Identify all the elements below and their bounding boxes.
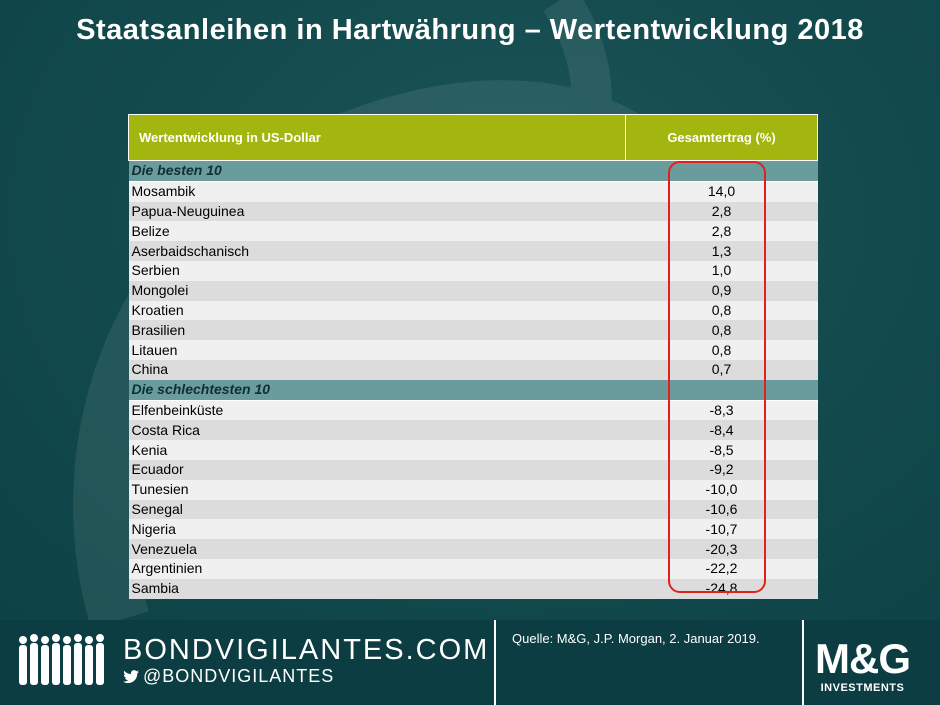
country-cell: Mongolei [128, 280, 626, 301]
return-value-cell: 1,3 [625, 241, 818, 261]
table-row: Nigeria -10,7 [128, 519, 818, 540]
return-value-cell: -10,7 [625, 519, 818, 540]
mg-investments-logo: M&G INVESTMENTS [815, 635, 911, 695]
return-value-cell: 1,0 [625, 260, 818, 281]
section-value-cell [625, 160, 818, 182]
table-row: Kenia -8,5 [128, 440, 818, 460]
country-cell: Senegal [128, 499, 626, 520]
country-cell: Sambia [128, 578, 626, 599]
table-header-row: Wertentwicklung in US-Dollar Gesamtertra… [128, 114, 818, 161]
section-row: Die besten 10 [128, 160, 818, 182]
brand-handle: @BONDVIGILANTES [123, 666, 334, 687]
section-value-cell [625, 379, 818, 401]
table-row: China 0,7 [128, 359, 818, 380]
brand-url: BONDVIGILANTES.COM [123, 634, 490, 666]
table-row: Belize 2,8 [128, 221, 818, 242]
return-value-cell: -22,2 [625, 558, 818, 579]
section-row: Die schlechtesten 10 [128, 379, 818, 401]
return-value-cell: -8,5 [625, 440, 818, 460]
country-cell: Brasilien [128, 320, 626, 341]
table-row: Costa Rica -8,4 [128, 420, 818, 441]
return-value-cell: -9,2 [625, 459, 818, 480]
table-row: Litauen 0,8 [128, 340, 818, 360]
return-value-cell: 0,8 [625, 320, 818, 341]
country-cell: Elfenbeinküste [128, 400, 626, 421]
return-value-cell: 0,8 [625, 300, 818, 321]
header-country: Wertentwicklung in US-Dollar [128, 114, 626, 161]
return-value-cell: -10,0 [625, 479, 818, 500]
table-row: Serbien 1,0 [128, 260, 818, 281]
slide-title: Staatsanleihen in Hartwährung – Wertentw… [76, 14, 864, 46]
country-cell: Mosambik [128, 181, 626, 202]
header-total-return: Gesamtertrag (%) [625, 114, 818, 161]
country-cell: Aserbaidschanisch [128, 241, 626, 261]
country-cell: Serbien [128, 260, 626, 281]
return-value-cell: -20,3 [625, 539, 818, 559]
logo-subtext: INVESTMENTS [820, 682, 905, 694]
table-row: Mosambik 14,0 [128, 181, 818, 202]
return-value-cell: -24,8 [625, 578, 818, 599]
table-row: Mongolei 0,9 [128, 280, 818, 301]
return-value-cell: 2,8 [625, 221, 818, 242]
table-row: Elfenbeinküste -8,3 [128, 400, 818, 421]
return-value-cell: 2,8 [625, 201, 818, 222]
country-cell: Papua-Neuguinea [128, 201, 626, 222]
table-row: Ecuador -9,2 [128, 459, 818, 480]
return-value-cell: 14,0 [625, 181, 818, 202]
source-note: Quelle: M&G, J.P. Morgan, 2. Januar 2019… [512, 631, 760, 646]
footer-divider [494, 620, 496, 705]
country-cell: Venezuela [128, 539, 626, 559]
country-cell: Ecuador [128, 459, 626, 480]
table-row: Brasilien 0,8 [128, 320, 818, 341]
table-row: Papua-Neuguinea 2,8 [128, 201, 818, 222]
table-row: Venezuela -20,3 [128, 539, 818, 559]
section-label: Die besten 10 [128, 160, 626, 182]
logo-text: M&G [815, 635, 911, 682]
brand-handle-text: @BONDVIGILANTES [143, 666, 335, 686]
table-body: Die besten 10 Mosambik 14,0 Papua-Neuguinea… [128, 160, 818, 599]
country-cell: Costa Rica [128, 420, 626, 441]
table-row: Kroatien 0,8 [128, 300, 818, 321]
return-value-cell: -8,4 [625, 420, 818, 441]
table-row: Aserbaidschanisch 1,3 [128, 241, 818, 261]
table-row: Senegal -10,6 [128, 499, 818, 520]
country-cell: Argentinien [128, 558, 626, 579]
return-value-cell: 0,9 [625, 280, 818, 301]
return-value-cell: 0,8 [625, 340, 818, 360]
return-value-cell: -10,6 [625, 499, 818, 520]
country-cell: Litauen [128, 340, 626, 360]
performance-table: Wertentwicklung in US-Dollar Gesamtertra… [128, 114, 818, 599]
country-cell: China [128, 359, 626, 380]
people-silhouette-icon [19, 634, 104, 685]
footer-divider [802, 620, 804, 705]
return-value-cell: 0,7 [625, 359, 818, 380]
table-row: Argentinien -22,2 [128, 558, 818, 579]
section-label: Die schlechtesten 10 [128, 379, 626, 401]
table-row: Tunesien -10,0 [128, 479, 818, 500]
table-row: Sambia -24,8 [128, 578, 818, 599]
country-cell: Kroatien [128, 300, 626, 321]
twitter-bird-icon [123, 670, 139, 684]
return-value-cell: -8,3 [625, 400, 818, 421]
footer-bar [0, 620, 940, 705]
country-cell: Kenia [128, 440, 626, 460]
country-cell: Tunesien [128, 479, 626, 500]
country-cell: Nigeria [128, 519, 626, 540]
country-cell: Belize [128, 221, 626, 242]
